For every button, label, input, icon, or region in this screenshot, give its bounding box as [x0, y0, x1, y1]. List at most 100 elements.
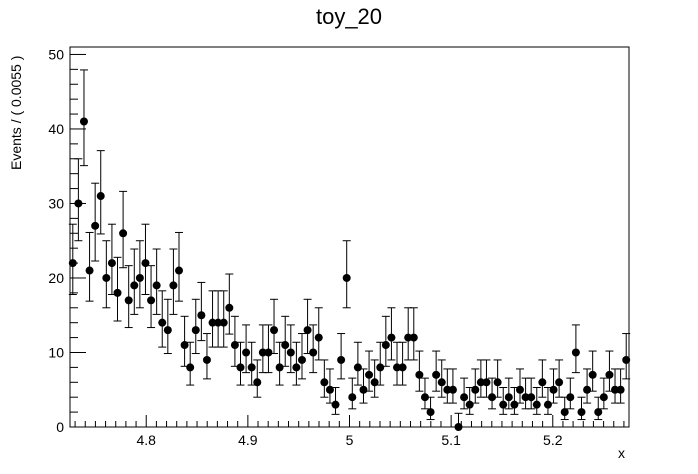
data-marker [482, 378, 491, 387]
data-point [68, 223, 77, 295]
y-tick-label: 0 [56, 419, 64, 435]
data-marker [577, 408, 586, 417]
data-marker [387, 333, 396, 342]
data-marker [460, 393, 469, 402]
data-point [74, 158, 83, 242]
data-marker [353, 363, 362, 372]
data-marker [432, 370, 441, 379]
data-point [499, 386, 508, 415]
data-marker [275, 363, 284, 372]
data-point [119, 190, 128, 269]
data-point [286, 324, 295, 374]
data-point [532, 386, 541, 415]
data-point [359, 368, 368, 404]
data-point [538, 359, 547, 398]
data-point [309, 324, 318, 374]
data-point [594, 396, 603, 421]
data-marker [258, 348, 267, 357]
data-marker [515, 385, 524, 394]
data-point [381, 315, 390, 367]
data-point [398, 341, 407, 386]
y-tick-label: 20 [48, 270, 64, 286]
data-marker [119, 229, 128, 238]
data-marker [398, 363, 407, 372]
data-point [471, 368, 480, 404]
data-marker [599, 393, 608, 402]
data-marker [616, 385, 625, 394]
data-marker [264, 348, 273, 357]
data-marker [448, 385, 457, 394]
data-point [493, 359, 502, 398]
data-point [426, 396, 435, 421]
data-point [147, 265, 156, 329]
data-marker [158, 318, 167, 327]
data-marker [297, 355, 306, 364]
data-marker [376, 363, 385, 372]
y-tick-label: 10 [48, 344, 64, 360]
y-tick-label: 50 [48, 46, 64, 62]
data-point [437, 359, 446, 398]
data-marker [605, 370, 614, 379]
data-marker [292, 363, 301, 372]
data-marker [113, 288, 122, 297]
data-point [124, 265, 133, 329]
data-point [270, 298, 279, 355]
data-marker [381, 341, 390, 350]
data-marker [348, 393, 357, 402]
data-marker [236, 363, 245, 372]
data-marker [476, 378, 485, 387]
data-point [515, 368, 524, 404]
x-tick-label: 4.8 [136, 432, 156, 448]
y-tick-label: 40 [48, 121, 64, 137]
data-point [186, 341, 195, 386]
data-marker [219, 318, 228, 327]
data-point [605, 350, 614, 392]
data-point [370, 359, 379, 398]
data-marker [521, 393, 530, 402]
data-point [236, 341, 245, 386]
data-point [292, 341, 301, 386]
data-point [79, 69, 88, 167]
data-marker [471, 385, 480, 394]
data-marker [74, 199, 83, 208]
data-marker [180, 341, 189, 350]
data-point [303, 298, 312, 355]
data-point [242, 324, 251, 374]
data-point [85, 231, 94, 302]
data-point [135, 240, 144, 309]
data-marker [320, 378, 329, 387]
data-marker [594, 408, 603, 417]
data-marker [465, 400, 474, 409]
data-marker [253, 378, 262, 387]
data-marker [359, 385, 368, 394]
data-point [253, 359, 262, 398]
data-marker [135, 273, 144, 282]
data-marker [286, 348, 295, 357]
data-marker [107, 259, 116, 268]
data-marker [437, 378, 446, 387]
data-marker [538, 378, 547, 387]
data-point [527, 377, 536, 410]
x-axis-label: x [618, 445, 625, 461]
data-marker [130, 281, 139, 290]
data-point [96, 150, 105, 235]
data-marker [454, 423, 463, 431]
data-point [297, 333, 306, 380]
data-marker [230, 341, 239, 350]
data-marker [85, 266, 94, 275]
data-marker [147, 296, 156, 305]
data-point [102, 240, 111, 309]
data-point [420, 377, 429, 410]
data-point [130, 248, 139, 315]
data-point [197, 281, 206, 342]
data-point [583, 368, 592, 404]
data-point [504, 377, 513, 410]
data-point [258, 324, 267, 374]
data-point [163, 298, 172, 355]
data-point [180, 315, 189, 367]
data-point [454, 412, 463, 431]
data-point [331, 386, 340, 415]
data-point [342, 240, 351, 309]
data-marker [175, 266, 184, 275]
data-marker [488, 393, 497, 402]
